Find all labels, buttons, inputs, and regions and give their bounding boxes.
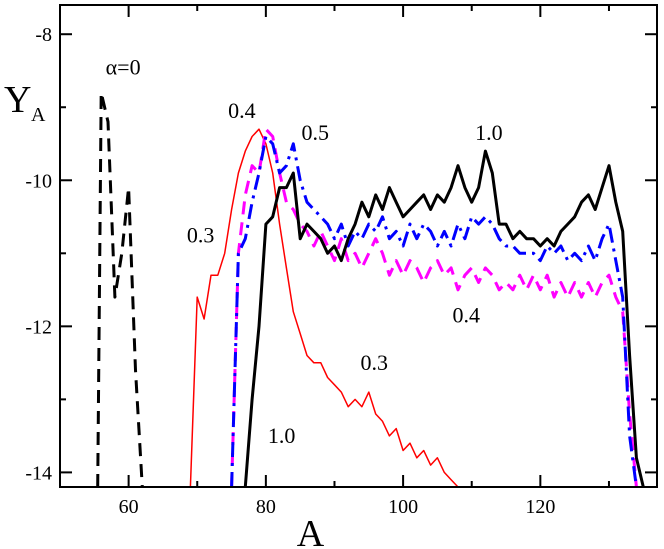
x-tick-label-120: 120 (525, 496, 555, 518)
x-tick-label-60: 60 (119, 496, 139, 518)
annotation-a0: α=0 (106, 54, 141, 79)
annotation-layer: α=0 0.3 0.3 0.4 0.4 0.5 1.0 1.0 (106, 54, 503, 448)
x-axis-title: A (297, 513, 325, 549)
tick-layer: 60 80 100 120 -8 -10 -12 -14 (25, 5, 657, 518)
y-tick-label--14: -14 (25, 462, 52, 484)
plot-frame (59, 4, 658, 488)
annotation-a10_bottom: 1.0 (268, 423, 296, 448)
y-axis-title: Y (4, 79, 31, 121)
y-tick-label--8: -8 (35, 24, 52, 46)
y-tick-label--10: -10 (25, 170, 52, 192)
y-axis-title-subscript: A (31, 104, 46, 126)
annotation-a03_left: 0.3 (187, 222, 215, 247)
annotation-a04_bottom: 0.4 (452, 303, 480, 328)
x-tick-label-100: 100 (388, 496, 418, 518)
series-layer (96, 91, 645, 487)
series-line-alpha0 (96, 91, 144, 487)
y-tick-label--12: -12 (25, 316, 52, 338)
annotation-a03_right: 0.3 (361, 350, 389, 375)
annotation-a05: 0.5 (302, 120, 330, 145)
series-line-alpha05 (230, 135, 638, 487)
x-tick-label-80: 80 (256, 496, 276, 518)
annotation-a10_top: 1.0 (475, 120, 503, 145)
annotation-a04_top: 0.4 (228, 98, 256, 123)
series-line-alpha10 (243, 149, 645, 487)
series-line-alpha03 (189, 128, 459, 487)
